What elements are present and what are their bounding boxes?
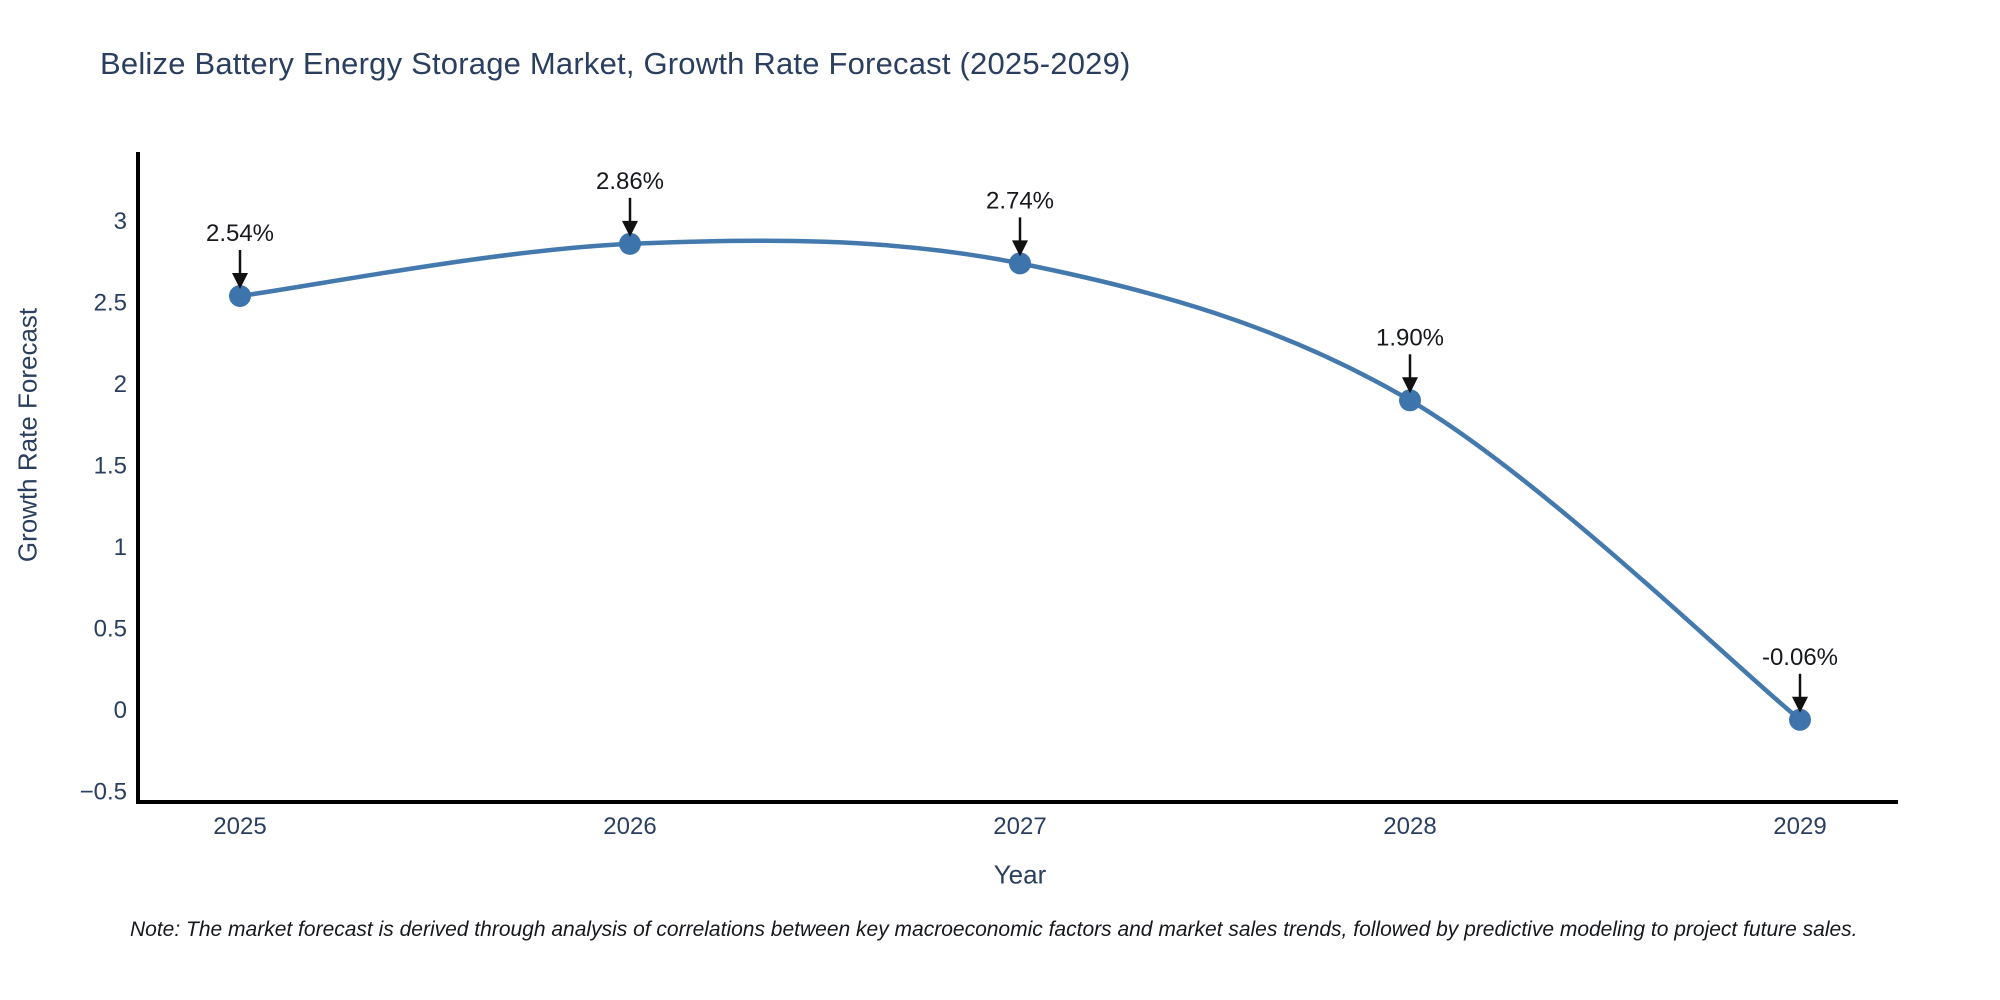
- x-tick-label: 2027: [993, 813, 1046, 840]
- y-tick-label: 0.5: [94, 616, 127, 643]
- chart-title: Belize Battery Energy Storage Market, Gr…: [100, 46, 1131, 81]
- y-tick-label: 2: [114, 371, 127, 398]
- annotation-arrowhead: [1402, 377, 1418, 394]
- footnote: Note: The market forecast is derived thr…: [130, 918, 1858, 941]
- y-axis-title: Growth Rate Forecast: [12, 307, 43, 563]
- annotation-arrowhead: [1792, 696, 1808, 713]
- x-tick-label: 2026: [603, 813, 656, 840]
- data-point-label: 1.90%: [1376, 324, 1444, 351]
- y-tick-label: 1: [114, 534, 127, 561]
- data-point-label: 2.86%: [596, 168, 664, 195]
- data-point-label: 2.54%: [206, 220, 274, 247]
- x-tick-label: 2028: [1383, 813, 1436, 840]
- y-tick-label: 2.5: [94, 290, 127, 317]
- y-tick-label: −0.5: [80, 779, 127, 806]
- x-tick-label: 2029: [1773, 813, 1826, 840]
- data-point-marker: [1399, 389, 1421, 412]
- annotation-arrowhead: [232, 272, 248, 289]
- annotation-arrowhead: [1012, 240, 1028, 257]
- forecast-line: [237, 238, 1803, 723]
- y-tick-label: 1.5: [94, 453, 127, 480]
- annotation-arrowhead: [622, 220, 638, 237]
- data-point-marker: [1009, 252, 1031, 275]
- data-point-marker: [229, 284, 251, 307]
- x-axis-title: Year: [993, 859, 1047, 890]
- y-tick-label: 0: [114, 697, 127, 724]
- data-point-marker: [1789, 708, 1811, 731]
- data-point-label: 2.74%: [986, 187, 1054, 214]
- data-point-marker: [619, 232, 641, 255]
- y-tick-label: 3: [114, 208, 127, 235]
- x-tick-label: 2025: [213, 813, 266, 840]
- data-point-label: -0.06%: [1762, 644, 1838, 671]
